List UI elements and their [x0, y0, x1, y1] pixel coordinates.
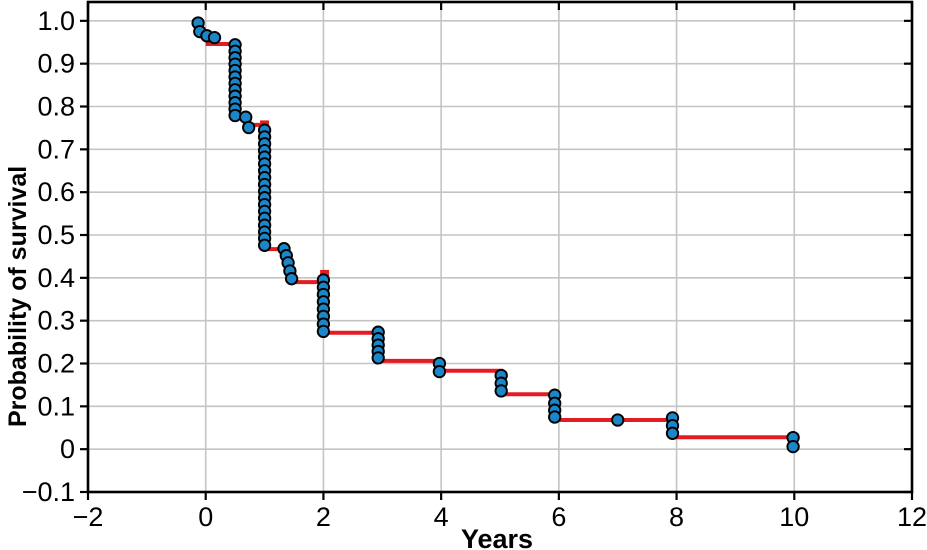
- data-point: [257, 238, 272, 252]
- data-point: [665, 426, 680, 440]
- data-point: [611, 413, 625, 427]
- data-point: [284, 272, 299, 286]
- y-tick-label: 0.9: [37, 49, 75, 79]
- axis-ticks: [80, 2, 914, 500]
- scatter-points: [191, 16, 800, 454]
- y-tick-label: 0.3: [37, 306, 75, 336]
- x-tick-label: 2: [316, 502, 331, 532]
- plot-frame: [86, 0, 914, 494]
- x-tick-label: 8: [669, 502, 684, 532]
- y-tick-label: 0.7: [37, 134, 75, 164]
- y-tick-label: 0.6: [37, 177, 75, 207]
- x-axis-title: Years: [461, 524, 533, 550]
- x-tick-label: 4: [434, 502, 449, 532]
- x-tick-label: 10: [779, 502, 809, 532]
- data-point: [371, 351, 385, 365]
- data-point: [494, 384, 508, 398]
- data-point: [316, 324, 331, 339]
- y-tick-label: 0.1: [37, 391, 75, 421]
- data-point: [548, 410, 562, 424]
- x-tick-label: 6: [551, 502, 566, 532]
- x-tick-label: 12: [897, 502, 927, 532]
- x-tick-label: −2: [73, 502, 104, 532]
- tick-labels: −2 0 2 4 6 8 10 12 1.0 0.9 0.8 0.7 0.6 0.5 0.4 0.3 0.2 0.…: [22, 6, 927, 532]
- data-point: [786, 439, 800, 454]
- data-point: [432, 364, 447, 379]
- gridlines: [88, 2, 912, 492]
- y-tick-label: 0.5: [37, 220, 75, 250]
- y-tick-label: 0.4: [37, 263, 75, 293]
- data-point: [242, 120, 256, 135]
- plot-border: [86, 0, 914, 494]
- y-tick-label: 0.8: [37, 92, 75, 122]
- data-point: [228, 108, 242, 123]
- y-tick-label: 0: [60, 434, 75, 464]
- y-tick-label: −0.1: [22, 477, 75, 507]
- x-tick-label: 0: [198, 502, 213, 532]
- y-tick-label: 1.0: [37, 6, 75, 36]
- y-tick-label: 0.2: [37, 349, 75, 379]
- y-axis-title: Probability of survival: [4, 166, 32, 427]
- data-point: [207, 30, 222, 45]
